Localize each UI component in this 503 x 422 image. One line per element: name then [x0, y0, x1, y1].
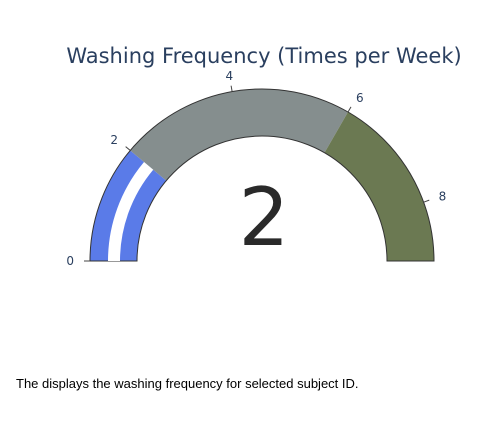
gauge-value-number: 2	[239, 171, 290, 264]
gauge-tick-mark	[125, 146, 131, 151]
chart-caption: The displays the washing frequency for s…	[16, 376, 359, 391]
gauge-tick-mark	[230, 85, 233, 92]
gauge-tick-label: 2	[110, 133, 118, 147]
gauge-ticks: 0 2 4 6 8	[66, 69, 446, 268]
gauge-outline	[89, 88, 435, 262]
gauge-tick-mark	[423, 199, 430, 203]
gauge-tick-label: 6	[356, 91, 364, 105]
gauge-step-2	[324, 112, 434, 261]
gauge-tick-mark	[347, 106, 352, 113]
gauge-step-1	[130, 88, 348, 181]
gauge-value-bar-group	[108, 162, 154, 261]
gauge-tick-label: 0	[66, 254, 74, 268]
gauge-tick-label: 4	[226, 69, 234, 83]
gauge-value-bar	[108, 162, 154, 261]
gauge-tick-label: 8	[439, 190, 447, 204]
gauge-title: Washing Frequency (Times per Week)	[66, 44, 461, 68]
